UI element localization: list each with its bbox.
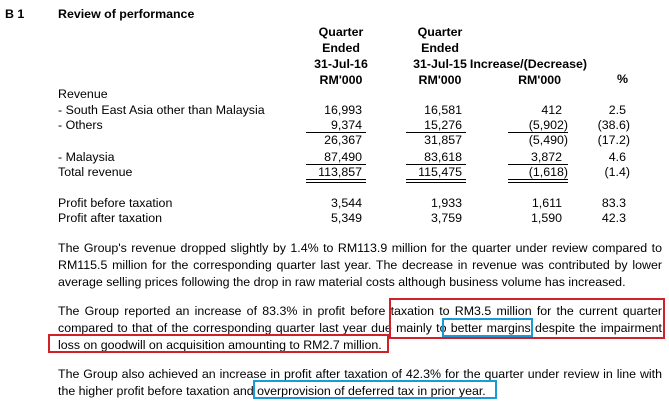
red-highlight-box (48, 334, 389, 353)
paragraph-profit-before-tax: The Group reported an increase of 83.3% … (58, 303, 662, 354)
row-label: Profit after taxation (58, 211, 162, 225)
cell-q15: 15,276 (424, 118, 462, 132)
row-label: Profit before taxation (58, 196, 173, 210)
header-line: Quarter (318, 25, 364, 39)
cell-pct: (17.2) (597, 133, 630, 147)
section-title: Review of performance (58, 7, 195, 21)
cell-pct: 4.6 (608, 150, 626, 164)
cell-pct: (1.4) (604, 165, 630, 179)
underline (508, 164, 568, 165)
underline (306, 132, 366, 133)
row-label: - Malaysia (58, 150, 115, 164)
paragraph-text: The Group also achieved an increase in p… (58, 367, 662, 398)
underline (406, 164, 466, 165)
row-label: Total revenue (58, 165, 133, 179)
highlight-overprovision: overprovision of deferred tax in prior y… (257, 384, 486, 398)
paragraph-revenue: The Group's revenue dropped slightly by … (58, 241, 662, 289)
double-underline (306, 179, 366, 183)
underline (306, 164, 366, 165)
cell-inc: (5,490) (528, 133, 568, 147)
underline (406, 132, 466, 133)
column-header-q16: Quarter Ended 31-Jul-16 RM'000 (304, 24, 378, 88)
cell-pct: 42.3 (601, 211, 626, 225)
cell-q16: 26,367 (324, 133, 362, 147)
double-underline (406, 179, 466, 183)
cell-q16: 5,349 (330, 211, 362, 225)
paragraph-text: despite the impairment loss on goodwill … (58, 321, 662, 352)
cell-q16: 9,374 (330, 118, 362, 132)
cell-inc: 1,590 (530, 211, 562, 225)
cell-q16: 87,490 (324, 150, 362, 164)
paragraph-profit-after-tax: The Group also achieved an increase in p… (58, 366, 662, 400)
header-line: Increase/(Decrease) (469, 57, 587, 71)
cell-inc: (5,902) (528, 118, 568, 132)
cell-q15: 1,933 (430, 196, 462, 210)
row-label-revenue: Revenue (58, 87, 108, 101)
cell-inc: 3,872 (530, 150, 562, 164)
header-line: Quarter (417, 25, 463, 39)
header-line: RM'000 (319, 73, 363, 87)
paragraph-text: The Group reported an increase of 83.3% … (58, 304, 662, 335)
cell-inc: 412 (541, 103, 562, 117)
red-highlight-box (389, 298, 665, 339)
row-label: - South East Asia other than Malaysia (58, 103, 265, 117)
cell-q15: 31,857 (424, 133, 462, 147)
column-header-increase: Increase/(Decrease) RM'000 (470, 56, 587, 88)
cell-pct: 2.5 (608, 103, 626, 117)
cell-pct: 83.3 (601, 196, 626, 210)
cell-q16: 16,993 (324, 103, 362, 117)
cell-q16: 113,857 (318, 165, 362, 179)
cell-q15: 3,759 (430, 211, 462, 225)
cell-pct: (38.6) (597, 118, 630, 132)
cell-q16: 3,544 (330, 196, 362, 210)
highlight-better-margins: better margins (450, 321, 531, 335)
cell-q15: 83,618 (424, 150, 462, 164)
header-line: 31-Jul-16 (314, 57, 368, 71)
double-underline (508, 179, 568, 183)
blue-highlight-box (253, 380, 497, 399)
row-label: - Others (58, 118, 103, 132)
cell-q15: 16,581 (424, 103, 462, 117)
cell-inc: 1,611 (531, 196, 562, 210)
header-line: RM'000 (418, 73, 462, 87)
column-header-percent: % (617, 72, 629, 86)
column-header-q15: Quarter Ended 31-Jul-15 RM'000 (403, 24, 477, 88)
blue-highlight-box (442, 318, 533, 337)
header-line: Ended (421, 41, 459, 55)
section-number: B 1 (5, 7, 25, 21)
header-line: 31-Jul-15 (413, 57, 467, 71)
underline (508, 132, 568, 133)
cell-q15: 115,475 (418, 165, 462, 179)
cell-inc: (1,618) (528, 165, 568, 179)
header-line: Ended (322, 41, 360, 55)
header-line: RM'000 (518, 73, 561, 87)
